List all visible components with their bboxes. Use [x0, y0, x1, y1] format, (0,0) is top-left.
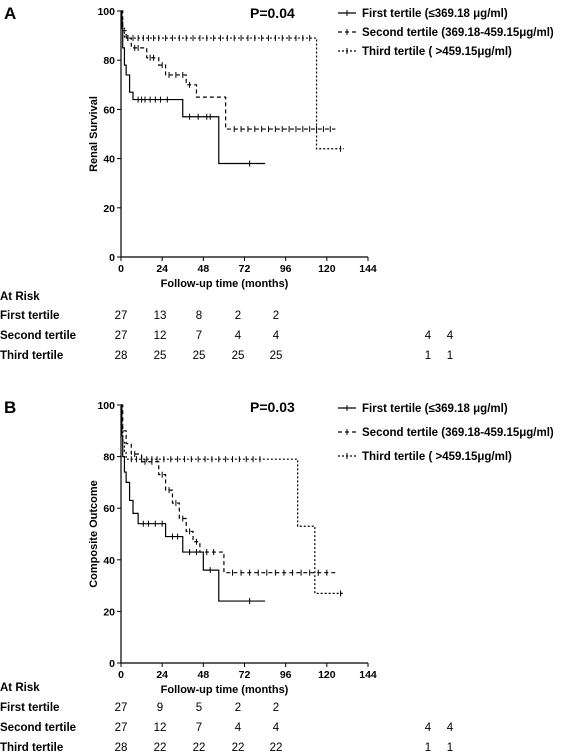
at-risk-count: 12	[154, 330, 167, 342]
y-tick-label: 100	[97, 400, 115, 412]
at-risk-count: 22	[193, 742, 206, 754]
at-risk-count: 27	[115, 722, 128, 734]
survival-curve-1	[121, 10, 266, 165]
panel-letter: B	[4, 398, 16, 417]
at-risk-count: 28	[115, 350, 128, 362]
x-tick-label: 72	[239, 669, 251, 681]
x-tick-label: 48	[197, 263, 209, 275]
at-risk-title: At Risk	[0, 682, 40, 694]
panel-letter: A	[4, 4, 16, 23]
at-risk-count: 9	[157, 702, 163, 714]
y-tick-label: 60	[103, 503, 115, 515]
at-risk-count: 4	[235, 722, 242, 734]
x-tick-label: 144	[359, 669, 377, 681]
y-tick-label: 0	[109, 252, 115, 264]
p-value-annotation: P=0.04	[250, 5, 295, 21]
y-tick-label: 60	[103, 104, 115, 116]
y-tick-label: 80	[103, 452, 115, 464]
y-tick-label: 100	[97, 6, 115, 18]
at-risk-count: 1	[447, 742, 453, 754]
at-risk-count: 27	[115, 310, 128, 322]
y-tick-label: 20	[103, 203, 115, 215]
survival-curve-3	[121, 404, 344, 594]
at-risk-count: 27	[115, 330, 128, 342]
at-risk-row-label: Third tertile	[0, 742, 63, 754]
at-risk-count: 1	[447, 350, 453, 362]
at-risk-count: 25	[232, 350, 245, 362]
y-tick-label: 20	[103, 606, 115, 618]
legend-label-3: Third tertile ( >459.15μg/ml)	[362, 451, 512, 463]
at-risk-count: 1	[425, 350, 431, 362]
at-risk-count: 8	[196, 310, 202, 322]
x-tick-label: 72	[239, 263, 251, 275]
at-risk-row-label: Second tertile	[0, 330, 76, 342]
at-risk-count: 4	[235, 330, 242, 342]
at-risk-count: 4	[447, 722, 454, 734]
x-tick-label: 0	[118, 669, 124, 681]
at-risk-count: 25	[154, 350, 167, 362]
at-risk-count: 4	[273, 722, 280, 734]
x-tick-label: 0	[118, 263, 124, 275]
at-risk-count: 27	[115, 702, 128, 714]
at-risk-count: 4	[273, 330, 280, 342]
x-tick-label: 24	[156, 669, 168, 681]
x-tick-label: 96	[280, 263, 292, 275]
legend-label-1: First tertile (≤369.18 μg/ml)	[362, 403, 508, 415]
at-risk-count: 2	[273, 702, 279, 714]
x-tick-label: 24	[156, 263, 168, 275]
legend-label-2: Second tertile (369.18-459.15μg/ml)	[362, 427, 554, 439]
survival-curve-3	[121, 10, 344, 150]
at-risk-count: 4	[447, 330, 454, 342]
at-risk-count: 25	[193, 350, 206, 362]
y-tick-label: 80	[103, 55, 115, 67]
at-risk-count: 1	[425, 742, 431, 754]
x-axis-label: Follow-up time (months)	[161, 684, 289, 696]
at-risk-count: 5	[196, 702, 202, 714]
x-tick-label: 144	[359, 263, 377, 275]
at-risk-count: 2	[273, 310, 279, 322]
legend-label-1: First tertile (≤369.18 μg/ml)	[362, 8, 508, 20]
survival-curve-2	[121, 404, 336, 574]
at-risk-row-label: Second tertile	[0, 722, 76, 734]
at-risk-count: 7	[196, 330, 202, 342]
at-risk-count: 2	[235, 310, 241, 322]
x-tick-label: 48	[197, 669, 209, 681]
at-risk-count: 2	[235, 702, 241, 714]
at-risk-count: 22	[270, 742, 283, 754]
at-risk-row-label: First tertile	[0, 310, 59, 322]
survival-curve-1	[121, 404, 266, 602]
at-risk-count: 22	[154, 742, 167, 754]
x-tick-label: 120	[318, 669, 336, 681]
at-risk-count: 22	[232, 742, 245, 754]
at-risk-title: At Risk	[0, 291, 40, 303]
legend-label-3: Third tertile ( >459.15μg/ml)	[362, 46, 512, 58]
y-axis-label: Renal Survival	[88, 96, 100, 172]
y-tick-label: 40	[103, 555, 115, 567]
at-risk-count: 4	[425, 722, 432, 734]
at-risk-row-label: First tertile	[0, 702, 59, 714]
at-risk-count: 13	[154, 310, 167, 322]
y-axis-label: Composite Outcome	[88, 480, 100, 588]
legend-label-2: Second tertile (369.18-459.15μg/ml)	[362, 27, 554, 39]
y-tick-label: 0	[109, 658, 115, 670]
survival-curve-2	[121, 10, 336, 130]
at-risk-count: 12	[154, 722, 167, 734]
x-tick-label: 120	[318, 263, 336, 275]
p-value-annotation: P=0.03	[250, 399, 295, 415]
y-tick-label: 40	[103, 154, 115, 166]
at-risk-row-label: Third tertile	[0, 350, 63, 362]
at-risk-count: 25	[270, 350, 283, 362]
at-risk-count: 28	[115, 742, 128, 754]
at-risk-count: 4	[425, 330, 432, 342]
x-tick-label: 96	[280, 669, 292, 681]
at-risk-count: 7	[196, 722, 202, 734]
x-axis-label: Follow-up time (months)	[161, 278, 289, 290]
